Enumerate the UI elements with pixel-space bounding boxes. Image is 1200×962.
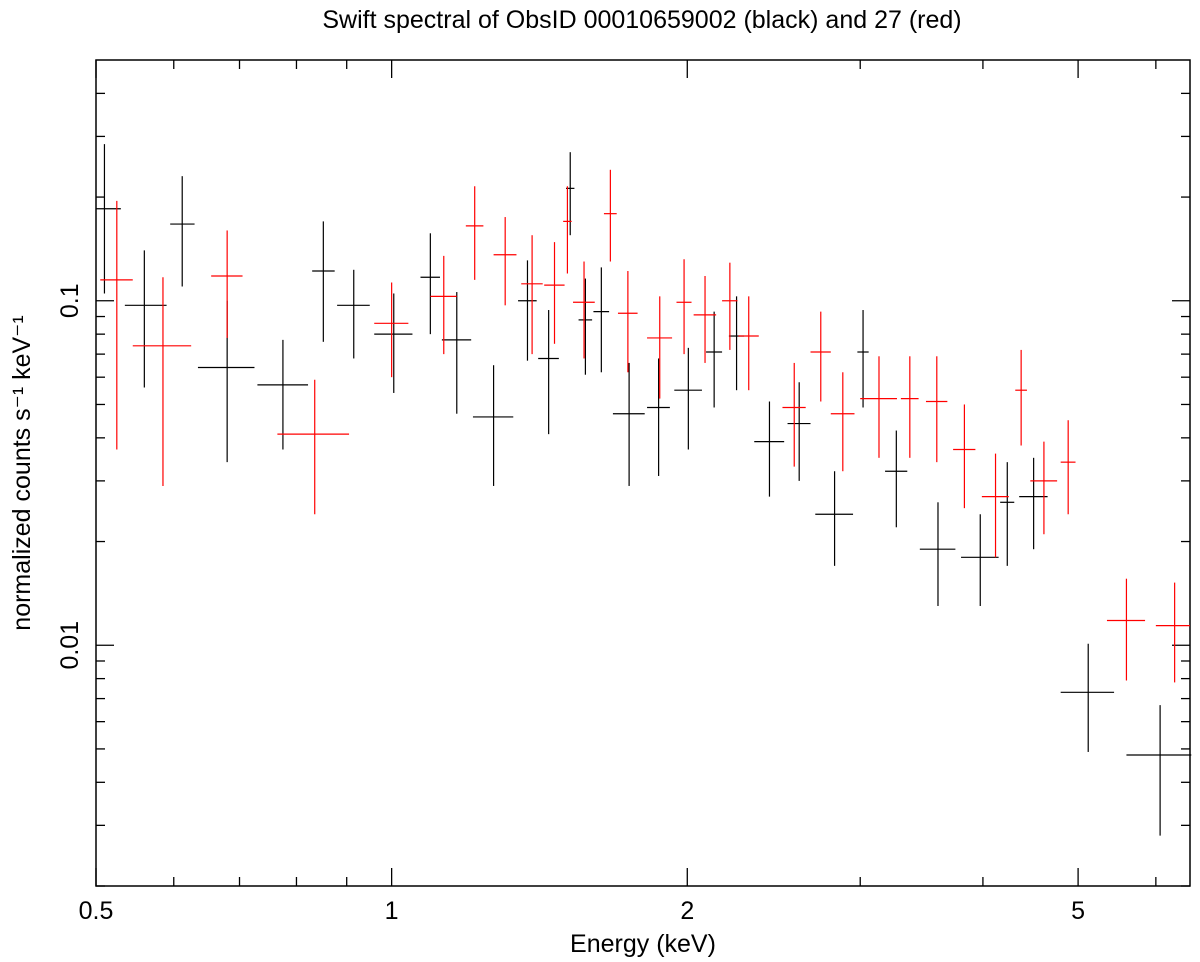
data-point	[1019, 457, 1048, 550]
data-point	[1015, 349, 1027, 446]
data-point	[885, 430, 908, 528]
data-point	[925, 356, 948, 463]
data-point	[374, 282, 409, 378]
data-point	[706, 311, 723, 408]
data-point	[919, 502, 956, 606]
data-point	[647, 296, 673, 399]
x-tick-label: 1	[385, 897, 399, 925]
data-point	[277, 379, 350, 515]
data-point	[1126, 705, 1192, 836]
data-point	[544, 242, 565, 344]
data-point	[521, 235, 543, 355]
data-point	[1106, 578, 1146, 681]
data-point	[722, 262, 738, 350]
data-point	[728, 296, 745, 391]
data-point	[738, 296, 759, 391]
data-point	[815, 471, 854, 566]
data-point	[787, 382, 811, 481]
data-point	[441, 292, 472, 414]
data-point	[430, 255, 457, 355]
data-point	[981, 453, 1009, 558]
data-point	[1060, 643, 1115, 752]
data-point	[312, 221, 335, 342]
data-point	[860, 356, 897, 458]
data-point	[593, 267, 610, 373]
data-point	[612, 362, 645, 486]
data-point	[617, 271, 638, 373]
data-point	[1060, 420, 1076, 515]
data-points	[96, 144, 1192, 836]
data-point	[170, 176, 195, 287]
data-point	[1030, 441, 1058, 535]
chart-title: Swift spectral of ObsID 00010659002 (bla…	[322, 6, 961, 34]
data-point	[810, 311, 831, 402]
x-tick-label: 0.5	[79, 897, 114, 925]
data-point	[754, 401, 785, 497]
data-point	[465, 186, 484, 280]
x-tick-label: 2	[680, 897, 694, 925]
y-axis-label: normalized counts s⁻¹ keV⁻¹	[8, 315, 36, 630]
data-point	[518, 260, 537, 361]
data-point	[472, 365, 514, 486]
y-tick-label: 0.01	[56, 621, 84, 670]
data-point	[538, 310, 559, 435]
data-point	[124, 250, 167, 388]
data-point	[257, 339, 309, 450]
axis-ticks	[95, 60, 1190, 887]
data-point	[100, 200, 133, 450]
data-point	[1155, 582, 1190, 683]
x-tick-label: 5	[1071, 897, 1085, 925]
data-point	[420, 233, 440, 335]
data-point	[900, 356, 919, 458]
series-0	[96, 144, 1192, 836]
data-point	[1000, 462, 1015, 566]
data-point	[578, 278, 593, 375]
data-point	[693, 276, 717, 363]
data-point	[857, 310, 869, 408]
data-point	[647, 358, 670, 476]
axis-tick-labels: 0.5 1 2 5 0.01 0.1	[56, 283, 1085, 925]
data-point	[961, 514, 999, 606]
y-tick-label: 0.1	[56, 283, 84, 318]
data-point	[782, 362, 806, 467]
data-point	[374, 293, 413, 393]
data-point	[337, 269, 370, 359]
data-point	[211, 230, 243, 338]
x-axis-label: Energy (keV)	[570, 930, 716, 958]
data-point	[953, 404, 976, 509]
data-point	[830, 372, 855, 472]
data-point	[563, 186, 572, 274]
series-1	[100, 169, 1190, 683]
data-point	[676, 259, 692, 355]
data-point	[493, 217, 517, 306]
data-point	[603, 169, 617, 262]
data-point	[132, 277, 192, 486]
data-point	[573, 261, 595, 359]
data-point	[197, 300, 255, 463]
plot-frame	[95, 59, 1191, 887]
data-point	[674, 347, 702, 450]
